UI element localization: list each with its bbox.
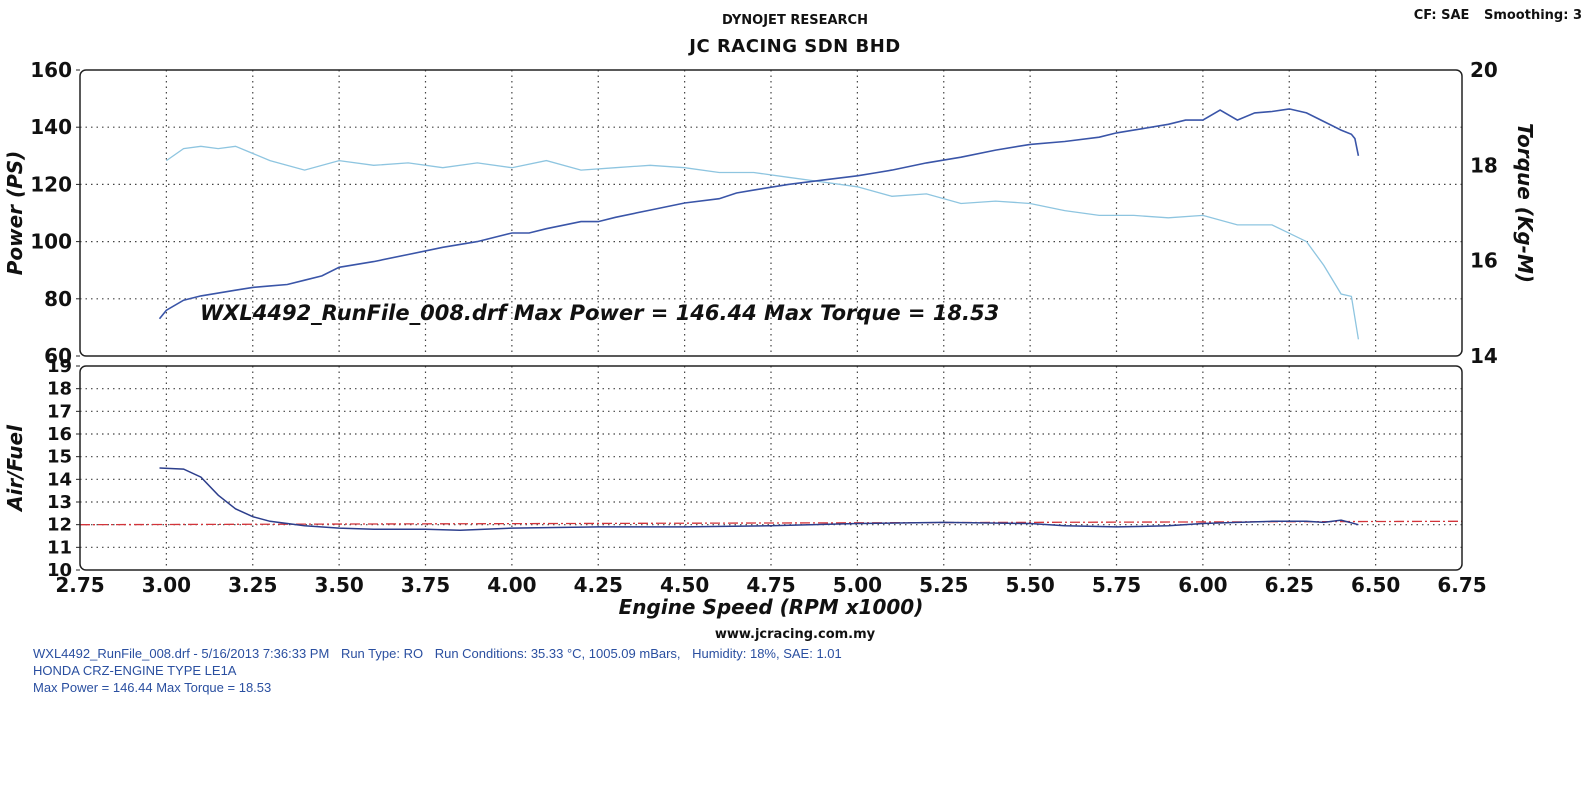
- rpm-tick-label: 5.25: [919, 573, 968, 597]
- rpm-tick-label: 6.50: [1351, 573, 1400, 597]
- run-type: Run Type: RO: [340, 646, 424, 661]
- run-humidity: Humidity: 18%, SAE: 1.01: [692, 646, 842, 661]
- torque-tick-label: 20: [1470, 58, 1498, 82]
- rpm-tick-label: 5.00: [833, 573, 882, 597]
- run-conditions-line: WXL4492_RunFile_008.drf - 5/16/2013 7:36…: [33, 645, 850, 662]
- rpm-tick-label: 4.75: [746, 573, 795, 597]
- max-values-annotation: WXL4492_RunFile_008.drf Max Power = 146.…: [200, 301, 999, 325]
- rpm-tick-label: 6.00: [1178, 573, 1227, 597]
- afr-line: [159, 467, 1359, 532]
- rpm-tick-label: 4.50: [660, 573, 709, 597]
- afr-tick-label: 12: [47, 515, 72, 536]
- rpm-tick-label: 5.75: [1092, 573, 1141, 597]
- smoothing-label: Smoothing: 3: [1483, 8, 1582, 23]
- axis-labels: WXL4492_RunFile_008.drf Max Power = 146.…: [3, 58, 1537, 619]
- rpm-axis-title: Engine Speed (RPM x1000): [619, 595, 924, 619]
- afr-tick-label: 18: [47, 379, 72, 400]
- rpm-tick-label: 4.00: [487, 573, 536, 597]
- rpm-tick-label: 3.00: [142, 573, 191, 597]
- chart-marks: [79, 108, 1463, 532]
- afr-plot-frame: [79, 365, 1463, 571]
- torque-tick-label: 14: [1470, 344, 1498, 368]
- rpm-tick-label: 4.25: [574, 573, 623, 597]
- power-grid: [80, 70, 1462, 356]
- cf-label: CF: SAE: [1413, 8, 1470, 23]
- chart-title: JC RACING SDN BHD: [689, 36, 901, 57]
- website-url: www.jcracing.com.my: [714, 627, 876, 642]
- afr-tick-label: 11: [47, 537, 72, 558]
- max-values-line: Max Power = 146.44 Max Torque = 18.53: [33, 680, 272, 695]
- correction-factor-info: CF: SAE Smoothing: 3: [1404, 8, 1582, 23]
- rpm-tick-label: 3.50: [314, 573, 363, 597]
- afr-target-line: [79, 520, 1463, 526]
- power-tick-label: 80: [44, 287, 72, 311]
- rpm-tick-label: 3.25: [228, 573, 277, 597]
- afr-tick-label: 13: [47, 492, 72, 513]
- vehicle-line: HONDA CRZ-ENGINE TYPE LE1A: [33, 663, 237, 678]
- power-tick-label: 120: [30, 172, 72, 196]
- torque-tick-label: 16: [1470, 249, 1498, 273]
- afr-grid: [80, 366, 1462, 570]
- afr-tick-label: 10: [47, 560, 72, 581]
- power-tick-label: 100: [30, 230, 72, 254]
- rpm-tick-label: 5.50: [1005, 573, 1054, 597]
- run-file: WXL4492_RunFile_008.drf - 5/16/2013 7:36…: [33, 646, 330, 661]
- afr-axis-title: Air/Fuel: [3, 424, 27, 513]
- torque-tick-label: 18: [1470, 153, 1498, 177]
- rpm-tick-label: 6.25: [1265, 573, 1314, 597]
- afr-tick-label: 19: [47, 356, 72, 377]
- rpm-tick-label: 3.75: [401, 573, 450, 597]
- run-conditions: Run Conditions: 35.33 °C, 1005.09 mBars,: [434, 646, 681, 661]
- power-line: [158, 108, 1360, 320]
- dyno-chart: WXL4492_RunFile_008.drf Max Power = 146.…: [3, 58, 1537, 619]
- power-plot-frame: [79, 69, 1463, 357]
- rpm-tick-label: 2.75: [55, 573, 104, 597]
- chart-subtitle: DYNOJET RESEARCH: [722, 13, 868, 28]
- power-axis-title: Power (PS): [3, 151, 27, 276]
- afr-tick-label: 15: [47, 447, 72, 468]
- torque-axis-title: Torque (Kg-M): [1513, 123, 1537, 283]
- run-info: WXL4492_RunFile_008.drf - 5/16/2013 7:36…: [33, 645, 850, 696]
- power-tick-label: 140: [30, 115, 72, 139]
- rpm-tick-label: 6.75: [1437, 573, 1486, 597]
- afr-tick-label: 17: [47, 401, 72, 422]
- power-tick-label: 60: [44, 344, 72, 368]
- afr-tick-label: 16: [47, 424, 72, 445]
- afr-tick-label: 14: [47, 469, 72, 490]
- torque-line: [166, 145, 1360, 340]
- power-tick-label: 160: [30, 58, 72, 82]
